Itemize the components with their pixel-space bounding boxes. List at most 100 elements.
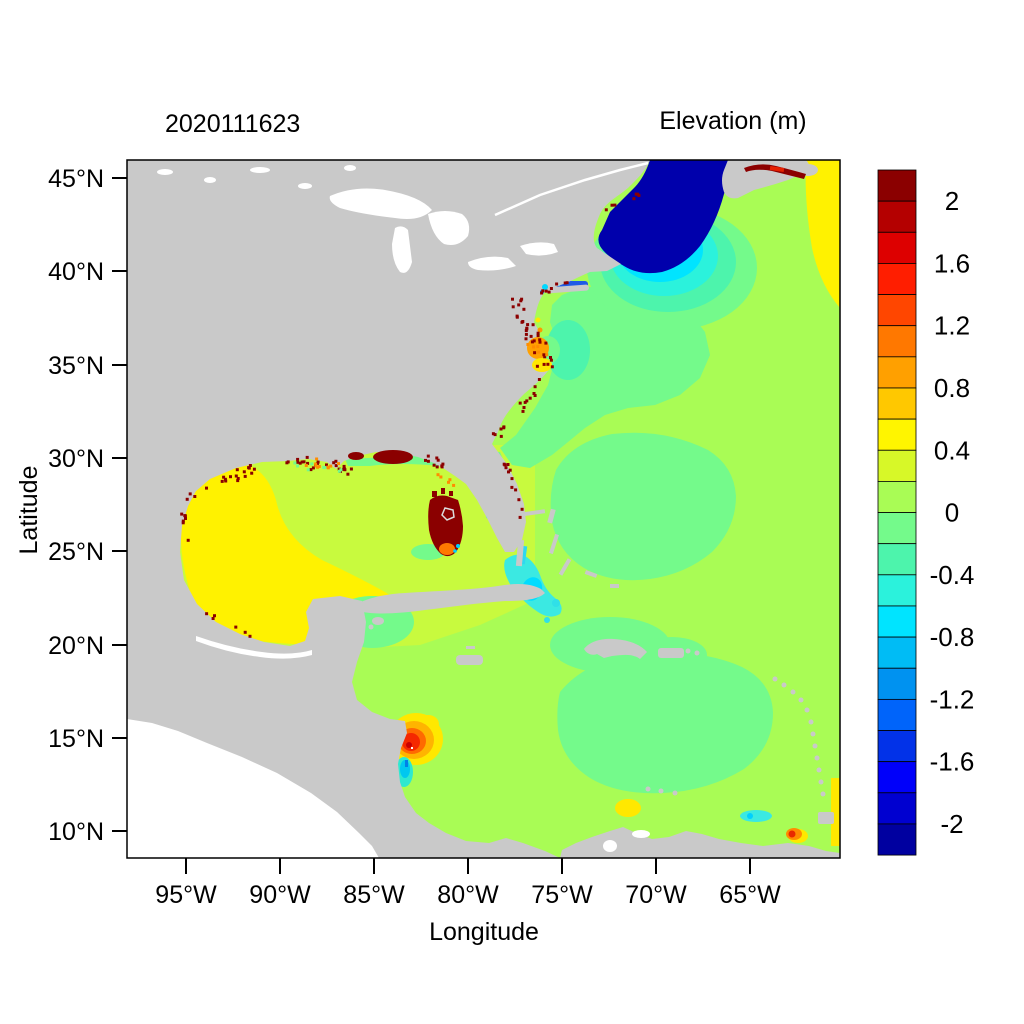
speckle [543,355,547,359]
speckle [205,612,209,616]
speckle [439,475,443,479]
colorbar-segment [877,325,917,358]
mobile-bay-cluster [348,452,364,460]
colorbar-segment [877,574,917,607]
y-tick-label: 25°N [48,538,104,566]
speckle [432,463,436,467]
speckle [296,460,300,464]
colorbar-segment [877,294,917,327]
x-tick-label: 85°W [343,881,405,909]
speckle [519,299,523,303]
speckle [223,477,227,481]
speckle [220,479,224,483]
lake-erie [468,256,516,271]
colorbar-tick-label: 0.4 [934,435,970,465]
colorbar-tick-label: 1.6 [934,248,970,278]
lake-huron [428,211,470,245]
minas-basin-red-streak [744,164,806,179]
x-tick-label: 65°W [719,881,781,909]
speckle [547,290,551,294]
speckle [436,458,440,462]
speckle [532,339,536,343]
speckle [243,474,247,478]
speckle [502,462,506,466]
speckle [248,634,252,638]
speckle [296,457,300,461]
speckle [634,192,638,196]
colorbar-segment [877,231,917,264]
colorbar-segment [877,200,917,233]
speckle [337,467,341,471]
speckle [499,427,503,431]
speckle [234,625,238,629]
speckle [499,434,503,438]
colorbar-segment [877,823,917,856]
colorbar-tick-label: 0.8 [934,373,970,403]
speckle [298,461,302,465]
speckle [544,289,548,293]
speckle [224,479,228,483]
speckle [549,358,553,362]
colorbar-segment [877,263,917,295]
st-lawrence-river [494,161,649,217]
colorbar-tick-label: 1.2 [934,311,970,341]
venezuela-turquoise-spot [740,810,772,822]
speckle [424,458,427,462]
great-lakes [329,188,558,273]
cape-breton-land [798,164,818,176]
minas-basin-bright-red [769,166,785,172]
speckle [533,385,537,389]
speckle [346,472,350,476]
x-axis-ticks: 95°W 90°W 85°W 80°W 75°W 70°W 65°W [155,858,781,909]
speckle [337,469,341,473]
speckle [549,356,552,359]
x-tick-label: 80°W [437,881,499,909]
speckle [181,519,185,523]
speckle [300,460,304,464]
speckle [514,488,518,492]
speckle [441,462,445,466]
nicaragua-drawdown-blue [405,760,408,767]
speckle [524,337,528,341]
speckle [188,492,192,496]
speckle [186,538,190,542]
speckle [524,332,528,336]
speckle [521,409,525,413]
speckle [526,323,530,327]
speckle [535,364,539,368]
y-tick-label: 10°N [48,818,104,846]
speckle [637,194,641,197]
speckle [316,465,320,469]
speckle [213,614,216,618]
speckle [435,456,439,460]
lesser-antilles-islands [368,624,834,824]
colorbar-segment [877,698,917,731]
speckle [518,401,522,405]
speckle [315,457,319,461]
speckle [565,281,569,285]
speckle [306,461,310,465]
speckle [511,305,515,309]
speckle [250,471,254,475]
y-tick-label: 45°N [48,165,104,193]
speckle [229,475,232,479]
y-tick-label: 40°N [48,258,104,286]
speckle [528,396,532,400]
speckle [310,462,314,466]
speckle [542,353,546,357]
island-hispaniola [584,638,647,659]
speckle [183,514,187,518]
speckle [511,297,514,301]
speckle [448,478,452,482]
north-central-america-land [127,160,650,858]
speckle [545,353,549,357]
x-tick-label: 90°W [249,881,311,909]
canada-small-lakes [157,165,356,189]
colorbar-segment [877,418,917,451]
speckle [520,320,524,324]
speckle [524,329,528,332]
colorbar-segment [877,730,917,763]
speckle [526,343,530,346]
speckle [549,287,553,290]
colorbar-segment [877,387,917,420]
